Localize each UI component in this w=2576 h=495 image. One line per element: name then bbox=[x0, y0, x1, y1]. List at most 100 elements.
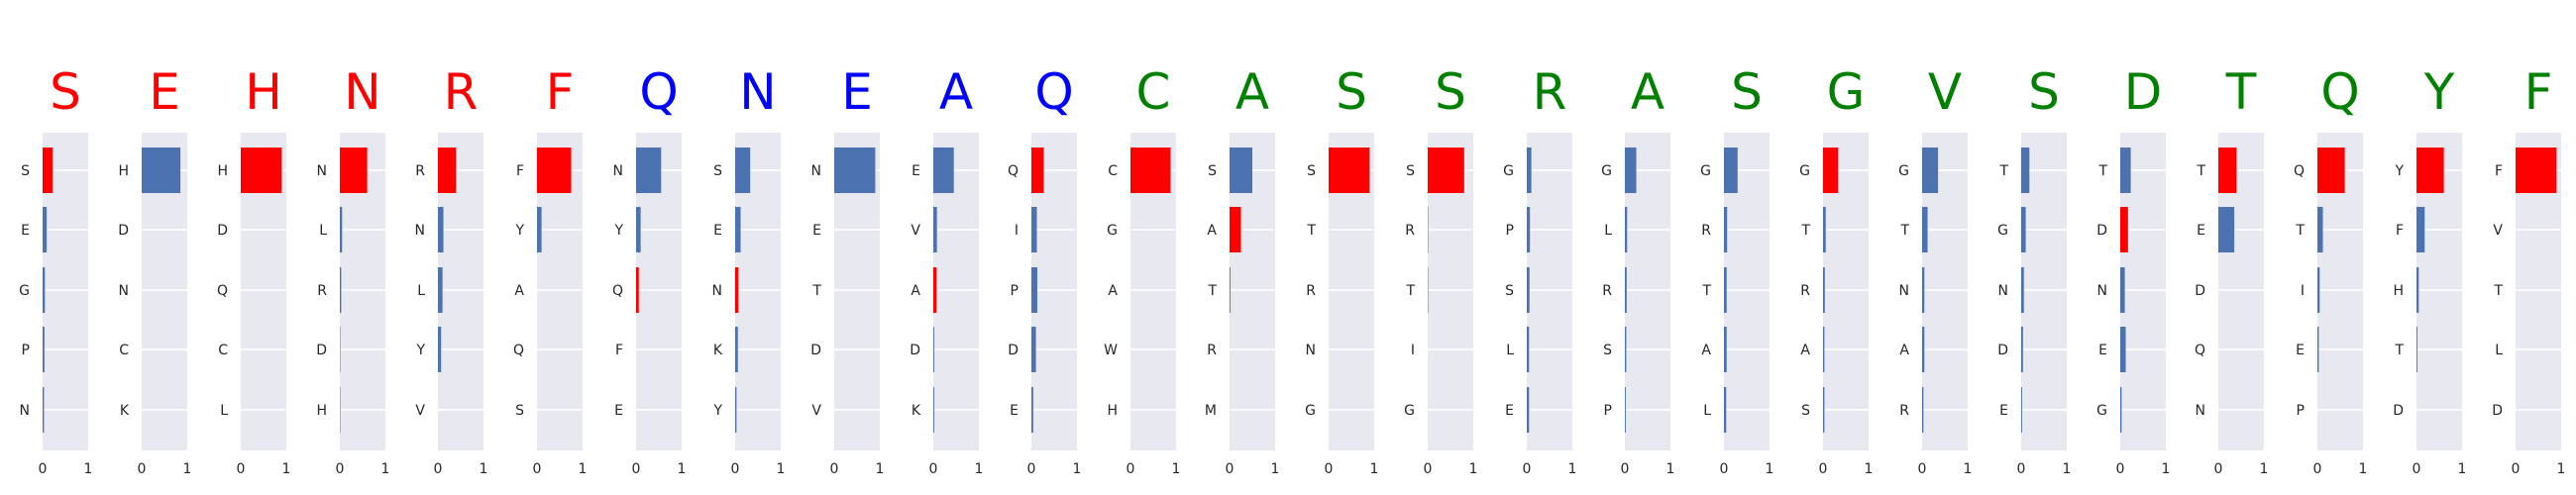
bar bbox=[2120, 327, 2126, 372]
category-label: F bbox=[615, 343, 623, 358]
category-label: L bbox=[1604, 223, 1612, 239]
bar bbox=[438, 207, 444, 252]
category-label: Q bbox=[2195, 343, 2205, 358]
category-label: T bbox=[2493, 283, 2503, 299]
bar bbox=[2218, 148, 2237, 193]
bar bbox=[1625, 267, 1627, 313]
sequence-letter: A bbox=[939, 63, 973, 121]
bar bbox=[1724, 148, 1738, 193]
bar bbox=[1625, 207, 1628, 252]
x-tick-label: 0 bbox=[830, 461, 839, 477]
x-tick-label: 1 bbox=[2162, 461, 2171, 477]
category-label: I bbox=[1015, 223, 1019, 239]
bar bbox=[1922, 207, 1928, 252]
sequence-letter: H bbox=[245, 63, 282, 121]
bar bbox=[1031, 148, 1044, 193]
category-label: R bbox=[1602, 283, 1612, 299]
category-label: G bbox=[1305, 403, 1316, 419]
category-label: G bbox=[1700, 163, 1711, 179]
sequence-letter: F bbox=[546, 63, 575, 121]
x-tick-label: 0 bbox=[1127, 461, 1135, 477]
sequence-letter: C bbox=[1136, 63, 1171, 121]
category-label: T bbox=[1405, 283, 1415, 299]
bar bbox=[438, 148, 457, 193]
category-label: V bbox=[911, 223, 920, 239]
category-label: E bbox=[812, 223, 821, 239]
category-label: N bbox=[317, 163, 327, 179]
bar bbox=[933, 387, 934, 433]
x-tick-label: 1 bbox=[1964, 461, 1973, 477]
category-label: V bbox=[415, 403, 425, 419]
category-label: C bbox=[119, 343, 129, 358]
category-label: A bbox=[1108, 283, 1118, 299]
category-label: L bbox=[319, 223, 327, 239]
sequence-letter: S bbox=[50, 63, 81, 121]
category-label: V bbox=[811, 403, 821, 419]
category-label: N bbox=[20, 403, 30, 419]
bar bbox=[1823, 148, 1839, 193]
bar bbox=[340, 267, 342, 313]
category-label: F bbox=[2396, 223, 2404, 239]
bar bbox=[43, 387, 45, 433]
category-label: R bbox=[1207, 343, 1217, 358]
category-label: T bbox=[1306, 223, 1316, 239]
category-label: D bbox=[2393, 403, 2404, 419]
category-label: H bbox=[2393, 283, 2404, 299]
sequence-letter: T bbox=[2225, 63, 2257, 121]
x-tick-label: 1 bbox=[381, 461, 390, 477]
category-label: T bbox=[1207, 283, 1217, 299]
category-label: D bbox=[2195, 283, 2205, 299]
x-tick-label: 1 bbox=[183, 461, 192, 477]
bar bbox=[438, 267, 443, 313]
category-label: Y bbox=[712, 403, 722, 419]
category-label: E bbox=[912, 163, 920, 179]
x-tick-label: 0 bbox=[731, 461, 740, 477]
category-label: A bbox=[1899, 343, 1909, 358]
sequence-letter: Q bbox=[1034, 63, 1073, 121]
category-label: P bbox=[2297, 403, 2305, 419]
x-tick-label: 0 bbox=[1621, 461, 1630, 477]
category-label: P bbox=[22, 343, 30, 358]
category-label: D bbox=[2096, 223, 2107, 239]
bar bbox=[735, 387, 737, 433]
bar bbox=[340, 207, 343, 252]
bar bbox=[2021, 387, 2022, 433]
category-label: P bbox=[1011, 283, 1019, 299]
category-label: R bbox=[415, 163, 425, 179]
bar bbox=[2021, 207, 2026, 252]
bar bbox=[1922, 387, 1924, 433]
x-tick-label: 1 bbox=[1568, 461, 1577, 477]
bar bbox=[1329, 148, 1370, 193]
category-label: P bbox=[1604, 403, 1612, 419]
bar bbox=[735, 327, 738, 372]
category-label: H bbox=[118, 163, 129, 179]
sequence-letter: R bbox=[1533, 63, 1567, 121]
bar bbox=[1527, 327, 1530, 372]
x-tick-label: 0 bbox=[533, 461, 542, 477]
bar bbox=[340, 148, 368, 193]
sequence-letter: S bbox=[2028, 63, 2060, 121]
bar bbox=[537, 148, 572, 193]
bar bbox=[537, 207, 542, 252]
bar bbox=[1230, 148, 1252, 193]
bar bbox=[1724, 327, 1727, 372]
x-tick-label: 0 bbox=[632, 461, 641, 477]
bar bbox=[2516, 148, 2557, 193]
x-tick-label: 0 bbox=[2214, 461, 2223, 477]
x-tick-label: 0 bbox=[2413, 461, 2421, 477]
bar bbox=[1724, 207, 1728, 252]
category-label: E bbox=[1505, 403, 1514, 419]
category-label: R bbox=[1405, 223, 1415, 239]
category-label: V bbox=[2493, 223, 2503, 239]
category-label: G bbox=[1503, 163, 1514, 179]
category-label: N bbox=[1899, 283, 1909, 299]
x-tick-label: 1 bbox=[1172, 461, 1181, 477]
category-label: T bbox=[2295, 223, 2305, 239]
bar bbox=[735, 207, 741, 252]
bar bbox=[1031, 207, 1037, 252]
bar bbox=[834, 148, 876, 193]
category-label: T bbox=[1701, 283, 1711, 299]
category-label: R bbox=[1800, 283, 1810, 299]
category-label: E bbox=[1010, 403, 1019, 419]
sequence-letter: E bbox=[149, 63, 180, 121]
